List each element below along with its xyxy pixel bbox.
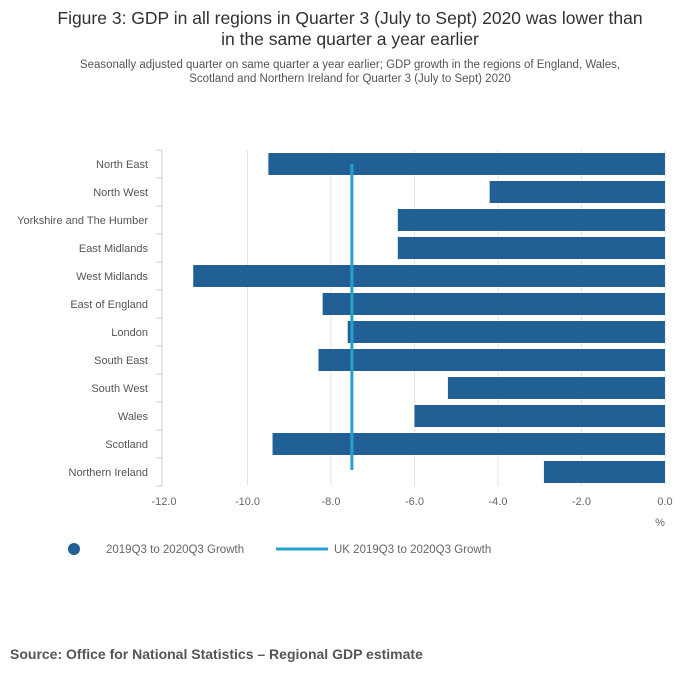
category-label: Northern Ireland: [69, 467, 149, 479]
category-label: East Midlands: [79, 243, 149, 255]
bar: [397, 237, 665, 259]
x-tick-label: -4.0: [489, 496, 508, 508]
legend-label-uk: UK 2019Q3 to 2020Q3 Growth: [334, 544, 491, 556]
chart-subtitle-line-1: Seasonally adjusted quarter on same quar…: [79, 59, 621, 71]
bar: [322, 293, 665, 315]
bar: [193, 265, 665, 287]
x-tick-label: -8.0: [322, 496, 341, 508]
x-tick-label: -12.0: [151, 496, 176, 508]
legend-marker-regions: [68, 543, 80, 555]
category-label: Scotland: [105, 439, 148, 451]
bar: [318, 349, 665, 371]
category-label: Wales: [118, 411, 149, 423]
category-label: London: [111, 327, 148, 339]
x-tick-label: -10.0: [235, 496, 260, 508]
bar: [272, 433, 665, 455]
category-label: East of England: [70, 299, 148, 311]
chart-subtitle: Seasonally adjusted quarter on same quar…: [0, 58, 700, 86]
x-tick-label: -2.0: [572, 496, 591, 508]
category-label: South East: [94, 355, 148, 367]
bar: [543, 461, 665, 483]
legend-label-regions: 2019Q3 to 2020Q3 Growth: [106, 544, 244, 556]
category-label: South West: [91, 383, 148, 395]
category-label: Yorkshire and The Humber: [17, 215, 148, 227]
category-label: North West: [93, 187, 148, 199]
bar: [414, 405, 665, 427]
category-label: West Midlands: [76, 271, 148, 283]
bar: [347, 321, 665, 343]
bar: [489, 181, 665, 203]
category-label: North East: [96, 159, 148, 171]
x-tick-label: -6.0: [405, 496, 424, 508]
x-tick-label: 0.0: [657, 496, 672, 508]
chart-subtitle-line-2: Scotland and Northern Ireland for Quarte…: [189, 73, 511, 85]
chart-title: Figure 3: GDP in all regions in Quarter …: [0, 8, 700, 50]
bar: [447, 377, 665, 399]
source-note: Source: Office for National Statistics –…: [10, 646, 423, 662]
chart-title-line-1: Figure 3: GDP in all regions in Quarter …: [57, 8, 643, 28]
chart-title-line-2: in the same quarter a year earlier: [221, 29, 479, 49]
x-axis-label: %: [655, 517, 665, 529]
bar: [268, 153, 665, 175]
bar: [397, 209, 665, 231]
